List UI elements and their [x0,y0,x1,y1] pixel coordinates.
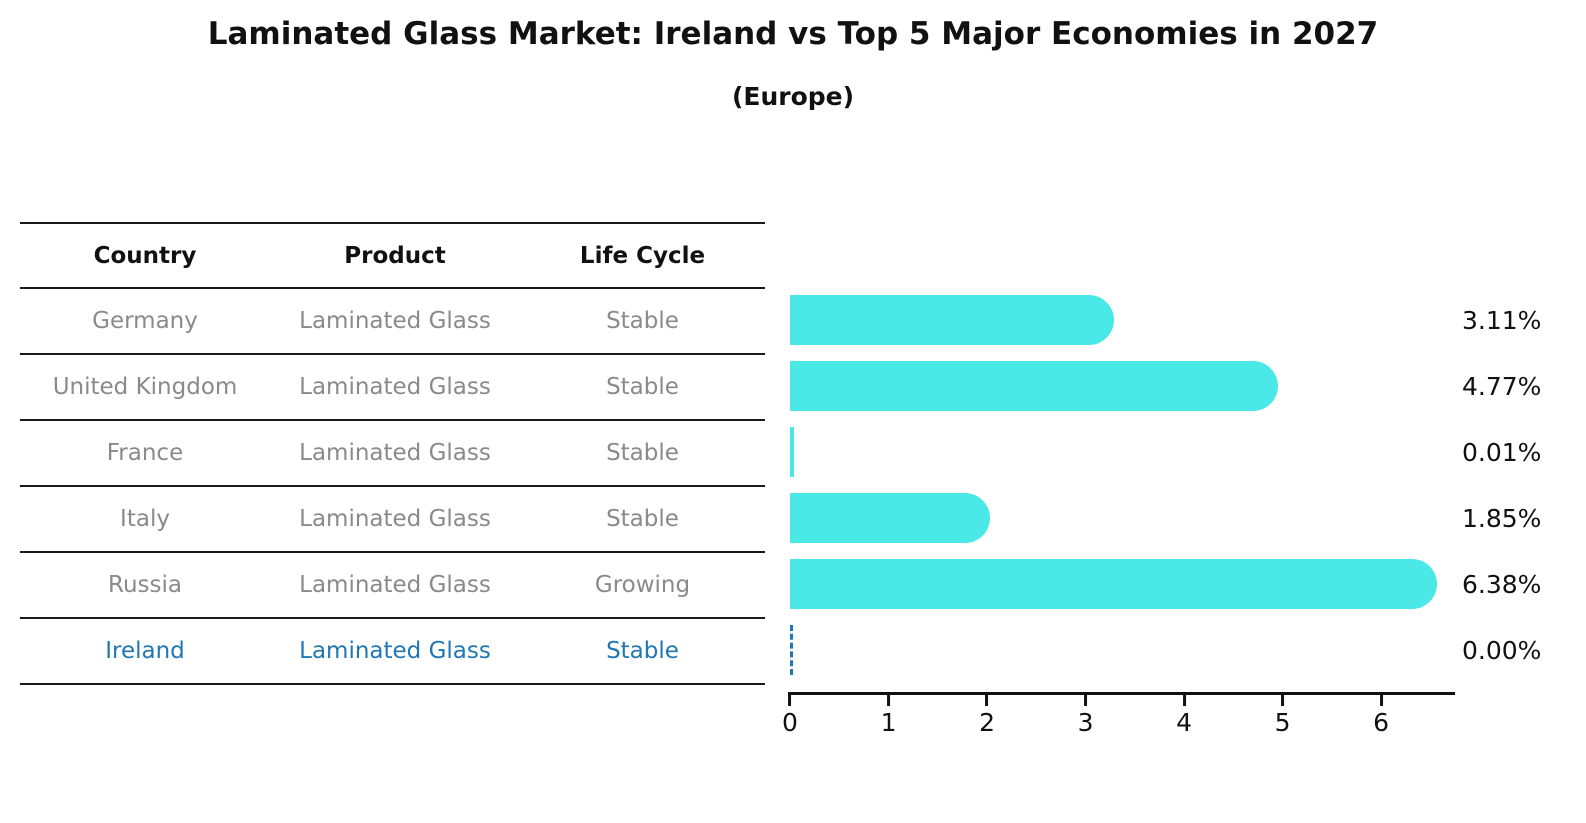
x-tick-label: 5 [1274,708,1291,737]
table-row-united-kingdom: United Kingdom Laminated Glass Stable [20,355,765,421]
cell-country: Russia [108,572,182,598]
bar-row [790,617,1455,683]
x-tick-label: 0 [782,708,798,737]
value-label-germany: 3.11% [1462,305,1542,335]
bar-row [790,419,1455,485]
column-header-product: Product [344,242,446,269]
x-axis-tick: 1 [880,695,897,737]
cell-product: Laminated Glass [299,506,491,532]
tick-mark [1379,695,1383,706]
bar-row [790,551,1455,617]
tick-mark [788,695,792,706]
x-tick-label: 4 [1176,708,1193,737]
bar-ireland-zero-marker [790,625,793,675]
value-labels-column: 3.11% 4.77% 0.01% 1.85% 6.38% 0.00% [1462,287,1582,683]
bar-germany [790,295,1115,345]
cell-life-cycle: Stable [606,638,679,664]
tick-mark [1084,695,1088,706]
country-table: Country Product Life Cycle Germany Lamin… [20,222,765,685]
bar-row [790,353,1455,419]
cell-life-cycle: Growing [594,572,691,598]
cell-product: Laminated Glass [299,440,491,466]
bar-russia [790,559,1437,609]
cell-life-cycle: Stable [606,506,679,532]
table-header-row: Country Product Life Cycle [20,224,765,289]
cell-life-cycle: Stable [606,374,679,400]
table-row-russia: Russia Laminated Glass Growing [20,553,765,619]
x-axis-tick: 0 [782,695,798,737]
value-label-ireland: 0.00% [1462,635,1542,665]
cell-product: Laminated Glass [299,308,491,334]
x-tick-label: 3 [1077,708,1094,737]
x-axis-tick: 6 [1373,695,1389,737]
tick-mark [1182,695,1186,706]
table-row-ireland: Ireland Laminated Glass Stable [20,619,765,685]
cell-life-cycle: Stable [606,440,679,466]
table-row-germany: Germany Laminated Glass Stable [20,289,765,355]
bar-row [790,485,1455,551]
chart-subtitle: (Europe) [731,82,855,111]
value-label-united-kingdom: 4.77% [1462,371,1542,401]
bar-chart-plot-area [790,287,1455,683]
bar-france [790,427,794,477]
x-axis-tick: 3 [1078,695,1094,737]
cell-life-cycle: Stable [606,308,679,334]
x-tick-label: 6 [1373,708,1390,737]
tick-mark [887,695,891,706]
chart-title: Laminated Glass Market: Ireland vs Top 5… [207,16,1379,52]
x-axis-tick: 4 [1176,695,1192,737]
bar-united-kingdom [790,361,1278,411]
value-label-italy: 1.85% [1462,503,1542,533]
bar-row [790,287,1455,353]
cell-country: Germany [92,308,198,334]
x-axis-tick: 5 [1275,695,1291,737]
bar-italy [790,493,991,543]
table-row-france: France Laminated Glass Stable [20,421,765,487]
cell-product: Laminated Glass [299,572,491,598]
cell-country: Italy [120,506,170,532]
x-tick-label: 2 [979,708,995,737]
cell-product: Laminated Glass [299,374,491,400]
x-axis-tick: 2 [979,695,995,737]
tick-mark [985,695,989,706]
x-axis: 0 1 2 3 4 5 6 [782,692,1455,742]
x-tick-label: 1 [880,708,897,737]
value-label-france: 0.01% [1462,437,1542,467]
cell-product: Laminated Glass [299,638,491,664]
value-label-russia: 6.38% [1462,569,1542,599]
tick-mark [1281,695,1285,706]
x-axis-line [788,692,1455,695]
cell-country: United Kingdom [52,374,238,400]
cell-country: France [106,440,184,466]
column-header-country: Country [93,242,197,269]
cell-country: Ireland [105,638,185,664]
column-header-life-cycle: Life Cycle [579,242,706,269]
table-row-italy: Italy Laminated Glass Stable [20,487,765,553]
